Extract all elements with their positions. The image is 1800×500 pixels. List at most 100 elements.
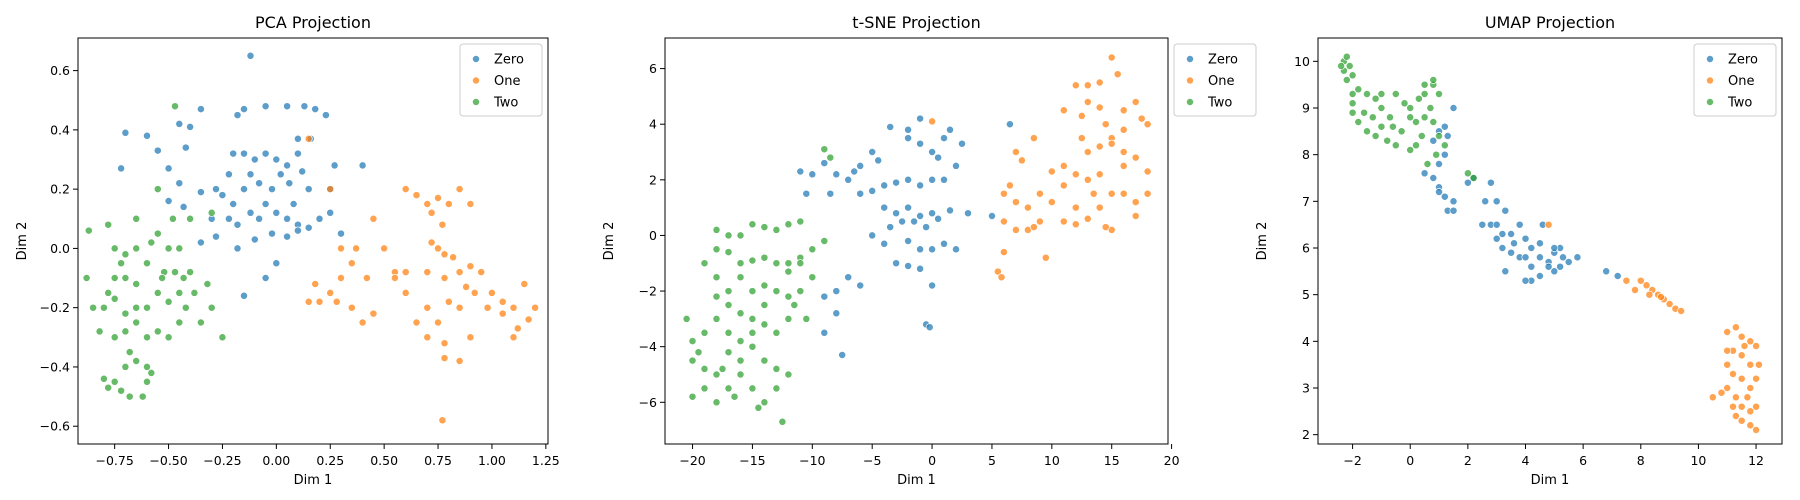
umap-point-zero [1481, 197, 1490, 206]
pca-x-ticks: −0.75 −0.50 −0.25 0.00 0.25 0.50 0.75 1.00 1.25 [95, 444, 560, 468]
tsne-x-tick-label: −15 [739, 453, 765, 468]
tsne-point-one [1119, 161, 1128, 170]
pca-y-tick-label: −0.4 [40, 359, 70, 374]
umap-point-one [1723, 346, 1732, 355]
tsne-point-two [748, 287, 757, 296]
umap-point-one [1657, 293, 1665, 301]
pca-point-one [412, 318, 421, 327]
tsne-point-two [736, 309, 745, 318]
tsne-point-one [1143, 167, 1152, 176]
tsne-point-one [1101, 120, 1110, 129]
pca-point-one [347, 259, 356, 268]
pca-point-zero [285, 179, 294, 188]
umap-point-zero [1535, 272, 1544, 280]
tsne-point-zero [934, 214, 943, 223]
tsne-point-two [760, 356, 769, 365]
pca-y-tick-label: 0.0 [50, 241, 70, 256]
tsne-point-one [1095, 103, 1104, 112]
pca-point-two [175, 244, 184, 253]
umap-point-two [1463, 169, 1472, 178]
umap-point-two [1377, 104, 1386, 112]
pca-point-one [509, 333, 518, 342]
tsne-point-zero [880, 239, 889, 248]
tsne-point-two [796, 259, 805, 268]
pca-point-two [132, 244, 141, 253]
pca-y-axis-label: Dim 2 [15, 222, 30, 261]
tsne-point-zero [904, 262, 913, 270]
umap-point-one [1737, 402, 1746, 411]
tsne-y-ticks: −6 −4 −2 0 2 4 6 [639, 61, 665, 410]
umap-point-one [1717, 388, 1726, 397]
umap-point-two [1360, 108, 1369, 117]
pca-point-zero [143, 131, 151, 140]
tsne-x-ticks: −20 −15 −10 −5 0 5 10 15 20 [679, 444, 1180, 468]
pca-point-zero [255, 179, 264, 188]
tsne-point-one [1017, 156, 1026, 165]
pca-point-zero [321, 111, 330, 120]
pca-point-zero [233, 220, 242, 229]
tsne-point-two [748, 328, 757, 337]
pca-point-one [455, 303, 464, 312]
pca-point-zero [261, 102, 270, 111]
tsne-point-two [748, 342, 757, 351]
tsne-point-one [1143, 189, 1152, 198]
umap-points [1337, 52, 1763, 434]
umap-point-one [1642, 281, 1651, 290]
umap-x-tick-label: 8 [1637, 453, 1645, 468]
umap-legend-label-zero: Zero [1728, 53, 1758, 68]
pca-point-one [390, 274, 399, 282]
tsne-point-two [724, 328, 733, 337]
tsne-point-one [1011, 225, 1020, 234]
pca-point-one [483, 303, 492, 312]
tsne-point-one [1035, 217, 1044, 226]
tsne-point-zero [916, 264, 925, 273]
umap-point-two [1368, 113, 1377, 122]
tsne-y-tick-label: 0 [649, 228, 657, 243]
tsne-point-two [688, 337, 697, 346]
tsne-legend-marker-zero [1186, 55, 1194, 63]
umap-point-zero [1440, 192, 1449, 201]
tsne-point-one [1083, 81, 1092, 90]
tsne-point-one [999, 189, 1008, 198]
umap-point-two [1391, 141, 1400, 150]
pca-point-zero [293, 226, 302, 235]
umap-point-one [1737, 374, 1746, 383]
umap-point-zero [1492, 197, 1501, 206]
tsne-point-zero [886, 123, 895, 131]
pca-point-two [171, 102, 179, 111]
pca-point-zero [233, 244, 242, 253]
tsne-series-one [928, 53, 1152, 282]
tsne-point-one [1083, 148, 1092, 156]
tsne-point-one [999, 248, 1008, 257]
umap-point-zero [1527, 244, 1536, 252]
pca-point-one [440, 250, 449, 259]
tsne-point-two [712, 314, 721, 323]
tsne-point-two [682, 314, 691, 323]
pca-point-zero [179, 202, 188, 211]
tsne-point-zero [916, 245, 925, 254]
pca-x-tick-label: 0.75 [424, 453, 452, 468]
tsne-point-zero [856, 189, 865, 198]
pca-y-tick-label: −0.6 [40, 419, 70, 434]
tsne-point-zero [832, 287, 841, 296]
umap-y-tick-label: 6 [1302, 241, 1310, 256]
umap-point-one [1740, 342, 1749, 350]
umap-point-one [1723, 328, 1732, 336]
umap-point-zero [1498, 230, 1507, 238]
tsne-point-two [748, 384, 757, 393]
pca-point-two [179, 274, 188, 282]
tsne-point-two [796, 217, 805, 226]
pca-point-one [401, 185, 410, 194]
pca-point-two [153, 229, 162, 238]
tsne-point-two [748, 220, 757, 229]
tsne-x-tick-label: 10 [1044, 453, 1060, 468]
pca-point-two [121, 327, 130, 336]
tsne-point-zero [916, 181, 925, 190]
umap-point-zero [1602, 267, 1611, 276]
tsne-point-one [1059, 217, 1068, 226]
umap-point-zero [1435, 160, 1443, 168]
pca-x-tick-label: 0.50 [370, 453, 398, 468]
tsne-point-two [772, 287, 781, 296]
tsne-point-one [1029, 223, 1038, 232]
pca-point-one [524, 315, 533, 324]
